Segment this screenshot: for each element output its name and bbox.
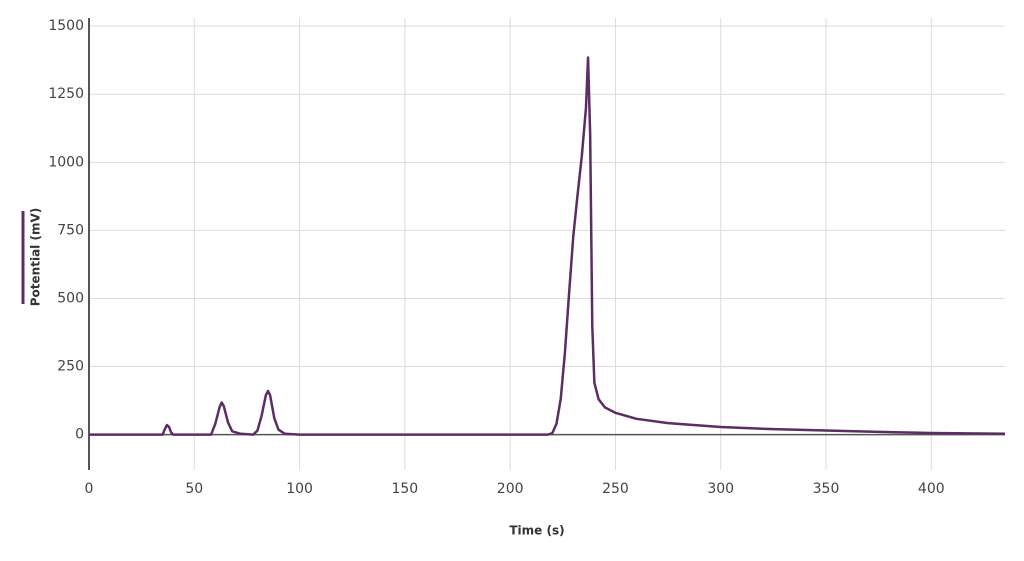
x-tick-label: 400 bbox=[918, 481, 945, 497]
y-tick-label: 250 bbox=[57, 359, 84, 375]
x-tick-label: 100 bbox=[286, 481, 313, 497]
y-tick-label: 1500 bbox=[48, 18, 84, 34]
y-tick-label: 1000 bbox=[48, 154, 84, 170]
data-line bbox=[89, 56, 1006, 436]
y-tick-label: 0 bbox=[75, 427, 84, 443]
y-axis-label: Potential (mV) bbox=[29, 208, 43, 306]
x-axis-label: Time (s) bbox=[509, 524, 564, 538]
x-tick-label: 50 bbox=[185, 481, 203, 497]
y-tick-label: 500 bbox=[57, 290, 84, 306]
x-tick-label: 250 bbox=[602, 481, 629, 497]
x-tick-label: 200 bbox=[497, 481, 524, 497]
y-tick-label: 750 bbox=[57, 222, 84, 238]
x-tick-label: 350 bbox=[813, 481, 840, 497]
y-tick-label: 1250 bbox=[48, 86, 84, 102]
x-tick-label: 300 bbox=[707, 481, 734, 497]
x-tick-label: 150 bbox=[391, 481, 418, 497]
x-tick-label: 0 bbox=[85, 481, 94, 497]
